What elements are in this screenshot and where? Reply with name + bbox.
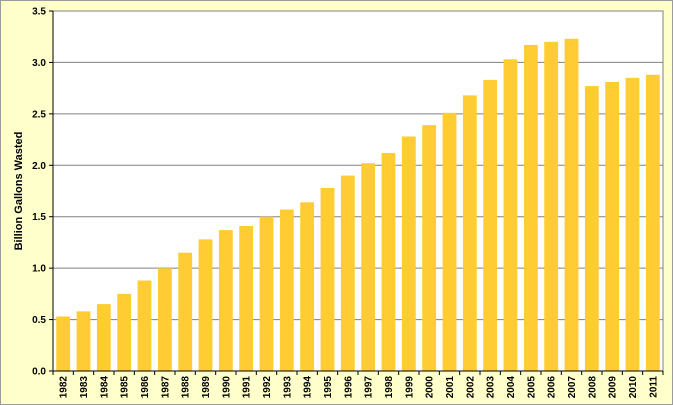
bar-2002 xyxy=(462,95,477,371)
x-tick-label: 1983 xyxy=(79,376,90,399)
x-tick-label: 1997 xyxy=(364,376,375,399)
y-tick-label: 3.5 xyxy=(32,7,46,18)
bar-1983 xyxy=(76,311,91,371)
x-tick-label: 2008 xyxy=(587,376,598,399)
x-tick-label: 2003 xyxy=(486,376,497,399)
plot-area xyxy=(52,10,664,372)
y-tick-label: 1.5 xyxy=(32,212,46,223)
y-tick-label: 0.5 xyxy=(32,315,46,326)
x-tick-label: 1990 xyxy=(221,376,232,399)
bar-2006 xyxy=(544,41,559,371)
y-tick-label: 2.5 xyxy=(32,109,46,120)
x-tick-label: 2007 xyxy=(567,376,578,399)
x-tick-label: 1996 xyxy=(343,376,354,399)
bar-1989 xyxy=(198,239,213,371)
x-tick-label: 2004 xyxy=(506,376,517,399)
x-tick-label: 2011 xyxy=(648,376,659,398)
axes xyxy=(49,10,664,375)
x-tick-label: 1987 xyxy=(160,376,171,399)
x-tick-label: 2000 xyxy=(425,376,436,399)
x-tick-labels: 1982 1983 1984 1985 1986 1987 1988 1989 1990 1991… xyxy=(59,376,660,399)
bar-1993 xyxy=(279,209,294,371)
bars xyxy=(56,38,660,372)
bar-1996 xyxy=(340,175,355,371)
bar-1982 xyxy=(56,316,71,371)
bar-2004 xyxy=(503,59,518,371)
x-tick-label: 1993 xyxy=(282,376,293,399)
y-tick-label: 2.0 xyxy=(32,161,46,172)
bar-2011 xyxy=(645,74,660,372)
bar-1987 xyxy=(157,268,172,371)
x-tick-label: 2010 xyxy=(628,376,639,399)
bar-2005 xyxy=(523,44,538,371)
x-tick-label: 1986 xyxy=(140,376,151,399)
y-tick-label: 0.0 xyxy=(32,367,46,378)
y-axis-title: Billion Gallons Wasted xyxy=(13,132,25,251)
bar-1984 xyxy=(96,304,111,371)
bar-2008 xyxy=(584,86,599,371)
bar-1997 xyxy=(361,163,376,371)
bar-1988 xyxy=(178,252,193,371)
x-tick-label: 1984 xyxy=(99,376,110,399)
x-tick-label: 1988 xyxy=(181,376,192,399)
bar-2007 xyxy=(564,38,579,372)
bar-2001 xyxy=(442,112,457,371)
x-tick-label: 1989 xyxy=(201,376,212,399)
gridlines xyxy=(53,61,663,321)
bar-1998 xyxy=(381,152,396,371)
x-tick-label: 1992 xyxy=(262,376,273,399)
x-tick-label: 1995 xyxy=(323,376,334,399)
x-tick-label: 1985 xyxy=(120,376,131,399)
x-tick-label: 2005 xyxy=(526,376,537,399)
x-tick-label: 1982 xyxy=(59,376,70,399)
bar-1999 xyxy=(401,136,416,371)
bar-1994 xyxy=(300,202,315,371)
bar-1992 xyxy=(259,216,274,371)
x-tick-label: 1998 xyxy=(384,376,395,399)
y-tick-labels: 0.0 0.5 1.0 1.5 2.0 2.5 3.0 3.5 xyxy=(32,7,46,378)
bar-1985 xyxy=(117,293,132,371)
x-tick-label: 2001 xyxy=(445,376,456,399)
bar-2000 xyxy=(422,125,437,372)
x-tick-label: 2009 xyxy=(608,376,619,399)
x-tick-label: 2002 xyxy=(465,376,476,399)
y-tick-label: 1.0 xyxy=(32,264,46,275)
x-tick-label: 1991 xyxy=(242,376,253,399)
bar-1991 xyxy=(239,225,254,371)
x-tick-label: 1994 xyxy=(303,376,314,399)
bar-1995 xyxy=(320,187,335,371)
y-tick-label: 3.0 xyxy=(32,58,46,69)
bar-2010 xyxy=(625,77,640,371)
bar-1986 xyxy=(137,280,152,371)
x-tick-label: 2006 xyxy=(547,376,558,399)
bar-2009 xyxy=(605,81,620,371)
bar-2003 xyxy=(483,79,498,372)
x-tick-label: 1999 xyxy=(404,376,415,399)
bar-1990 xyxy=(218,230,233,371)
